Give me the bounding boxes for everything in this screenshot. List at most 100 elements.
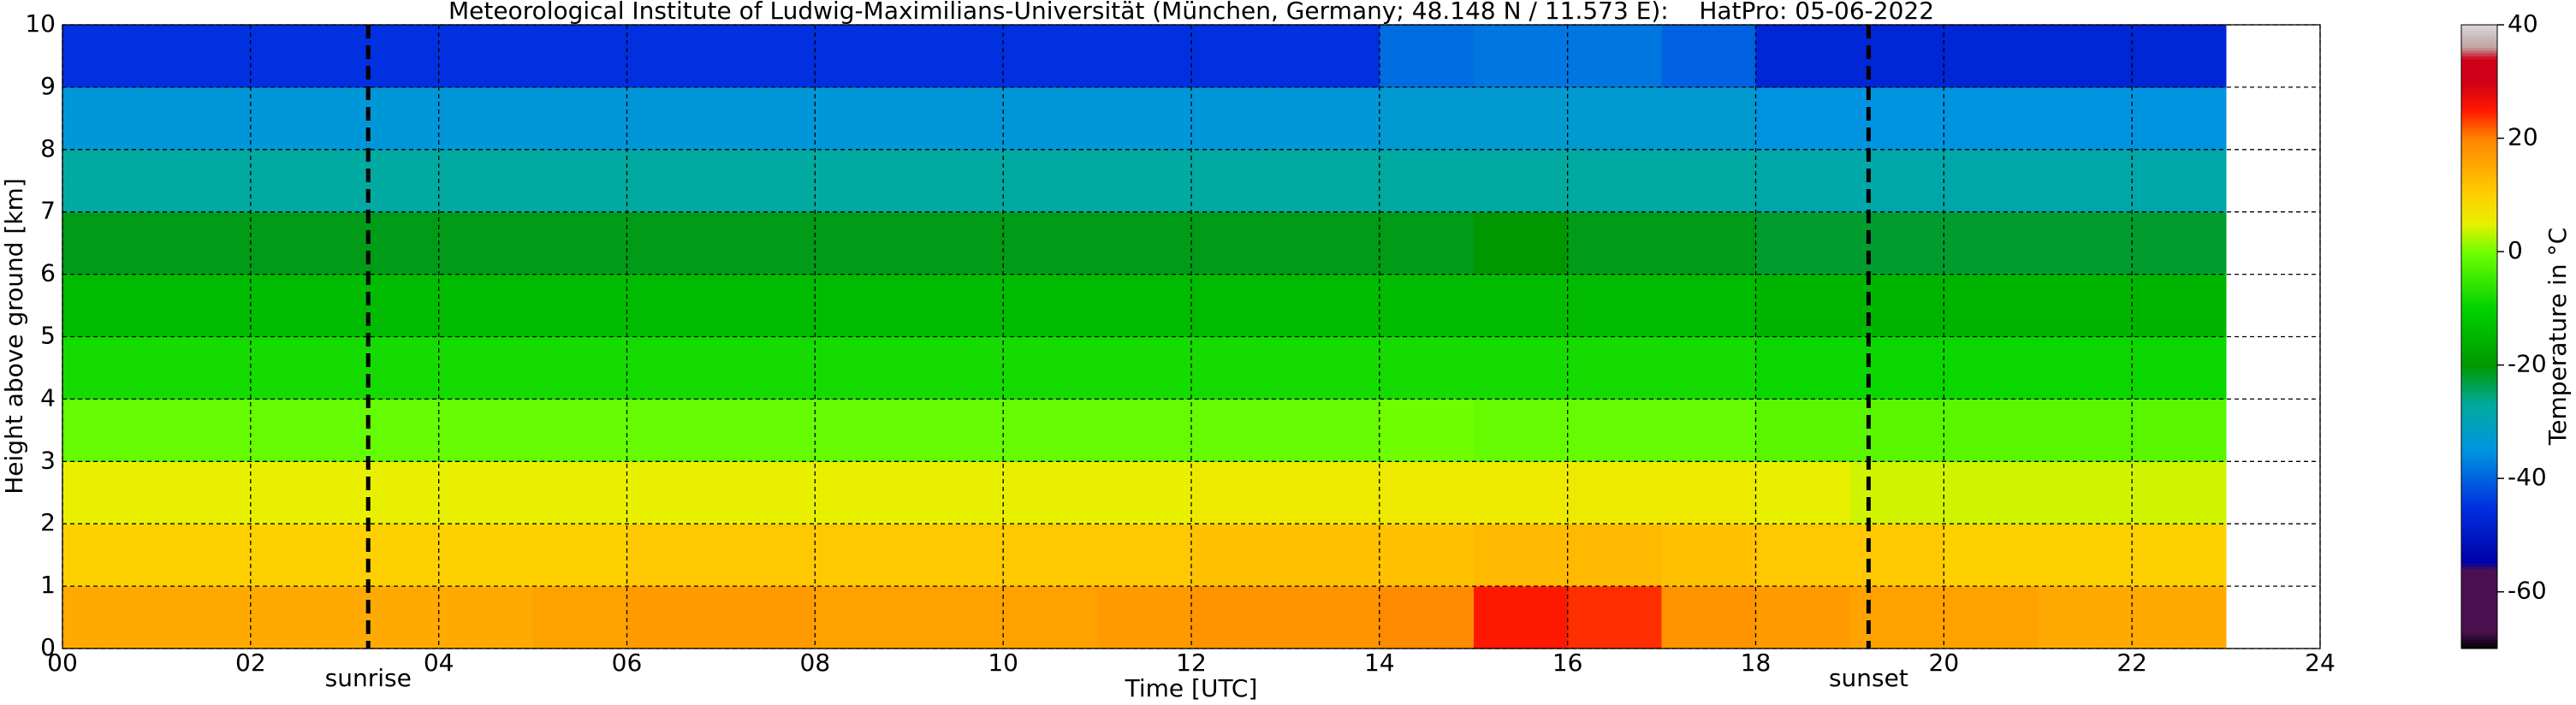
colorbar-swatch — [2461, 73, 2497, 77]
heatmap-cell — [1379, 524, 1475, 587]
heatmap-cell — [250, 86, 346, 151]
heatmap-cell — [1944, 336, 2039, 400]
heatmap-cell — [250, 586, 346, 649]
colorbar-tick-label: -60 — [2508, 577, 2547, 605]
x-tick-label: 20 — [1929, 649, 1960, 677]
colorbar-swatch — [2461, 399, 2497, 403]
colorbar-swatch — [2461, 291, 2497, 295]
y-tick-label: 10 — [25, 9, 56, 38]
colorbar-swatch — [2461, 518, 2497, 522]
colorbar-swatch — [2461, 285, 2497, 289]
colorbar-swatch — [2461, 101, 2497, 105]
heatmap-cell — [1379, 274, 1475, 338]
colorbar-swatch — [2461, 44, 2497, 49]
colorbar-swatch — [2461, 602, 2497, 607]
colorbar-swatch — [2461, 67, 2497, 71]
heatmap-cell — [1097, 25, 1192, 88]
heatmap-cell — [1003, 86, 1098, 151]
colorbar-swatch — [2461, 557, 2497, 561]
heatmap-cell — [909, 336, 1004, 400]
heatmap-cell — [1379, 461, 1475, 524]
colorbar-swatch — [2461, 50, 2497, 54]
colorbar-swatch — [2461, 107, 2497, 111]
colorbar-swatch — [2461, 276, 2497, 281]
heatmap-cell — [1567, 211, 1663, 275]
colorbar-swatch — [2461, 595, 2497, 598]
heatmap-cell — [1191, 336, 1286, 400]
heatmap-cell — [909, 25, 1004, 88]
colorbar-swatch — [2461, 104, 2497, 108]
colorbar-swatch — [2461, 246, 2497, 250]
colorbar-swatch — [2461, 297, 2497, 301]
colorbar-swatch — [2461, 370, 2497, 375]
colorbar-swatch — [2461, 260, 2497, 264]
colorbar-swatch — [2461, 507, 2497, 511]
heatmap-cell — [1944, 86, 2039, 151]
colorbar-tick-label: -20 — [2508, 350, 2547, 378]
colorbar-swatch — [2461, 237, 2497, 241]
heatmap-cell — [909, 461, 1004, 524]
x-tick-label: 02 — [235, 649, 266, 677]
heatmap-cell — [532, 399, 628, 462]
heatmap-cell — [1849, 149, 1944, 213]
colorbar-swatch — [2461, 336, 2497, 341]
colorbar-swatch — [2461, 566, 2497, 570]
colorbar-swatch — [2461, 393, 2497, 397]
colorbar-swatch — [2461, 580, 2497, 584]
heatmap-cell — [1191, 274, 1286, 338]
colorbar-swatch — [2461, 186, 2497, 190]
colorbar-swatch — [2461, 317, 2497, 321]
colorbar-swatch — [2461, 25, 2497, 28]
heatmap-cell — [1661, 211, 1757, 275]
heatmap-cell — [1097, 86, 1192, 151]
heatmap-cell — [2132, 399, 2227, 462]
heatmap-cell — [156, 274, 252, 338]
heatmap-cell — [1191, 586, 1286, 649]
colorbar-swatch — [2461, 611, 2497, 615]
x-tick-label: 12 — [1176, 649, 1207, 677]
colorbar-swatch — [2461, 583, 2497, 587]
colorbar-swatch — [2461, 342, 2497, 347]
heatmap-cell — [1097, 399, 1192, 462]
x-tick-label: 16 — [1552, 649, 1583, 677]
heatmap-cell — [2132, 211, 2227, 275]
heatmap-cell — [1849, 399, 1944, 462]
heatmap-cell — [156, 336, 252, 400]
colorbar-swatch — [2461, 364, 2497, 369]
heatmap-cell — [62, 211, 157, 275]
heatmap-cell — [2132, 586, 2227, 649]
heatmap-cell — [721, 586, 816, 649]
colorbar-swatch — [2461, 30, 2497, 34]
heatmap-cell — [1473, 86, 1569, 151]
heatmap-cell — [721, 524, 816, 587]
colorbar-swatch — [2461, 92, 2497, 97]
colorbar-swatch — [2461, 234, 2497, 239]
heatmap-cell — [2038, 149, 2133, 213]
heatmap-cell — [909, 149, 1004, 213]
heatmap-cell — [1661, 274, 1757, 338]
heatmap-cell — [721, 25, 816, 88]
heatmap-cell — [438, 586, 534, 649]
colorbar-swatch — [2461, 215, 2497, 218]
heatmap-cell — [1849, 461, 1944, 524]
heatmap-cell — [626, 336, 722, 400]
y-tick-label: 9 — [40, 72, 56, 100]
heatmap-cell — [344, 461, 440, 524]
heatmap-cell — [815, 149, 910, 213]
colorbar-swatch — [2461, 597, 2497, 601]
colorbar-swatch — [2461, 478, 2497, 483]
heatmap-cell — [1379, 25, 1475, 88]
colorbar-swatch — [2461, 640, 2497, 643]
colorbar-swatch — [2461, 470, 2497, 474]
heatmap-cell — [626, 86, 722, 151]
heatmap-cell — [250, 25, 346, 88]
x-axis-label: Time [UTC] — [1125, 674, 1258, 702]
colorbar-swatch — [2461, 634, 2497, 638]
colorbar-swatch — [2461, 489, 2497, 494]
colorbar-swatch — [2461, 189, 2497, 193]
heatmap-cell — [721, 86, 816, 151]
y-tick-label: 2 — [40, 508, 56, 536]
colorbar-swatch — [2461, 430, 2497, 434]
heatmap-cell — [1661, 399, 1757, 462]
colorbar-swatch — [2461, 166, 2497, 170]
